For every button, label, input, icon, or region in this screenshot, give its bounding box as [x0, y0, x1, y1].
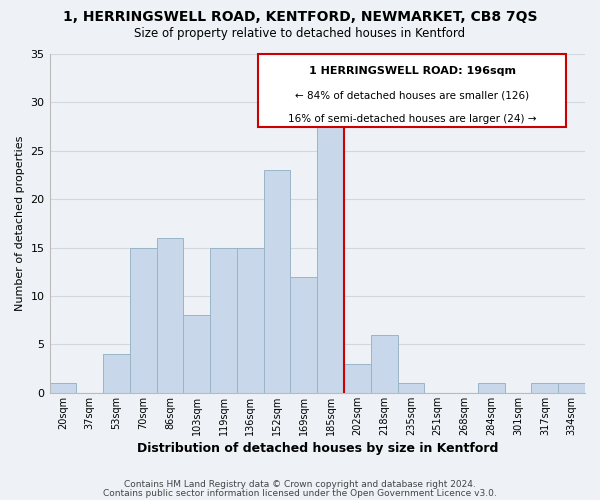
X-axis label: Distribution of detached houses by size in Kentford: Distribution of detached houses by size … [137, 442, 498, 455]
Text: 16% of semi-detached houses are larger (24) →: 16% of semi-detached houses are larger (… [288, 114, 536, 124]
Y-axis label: Number of detached properties: Number of detached properties [15, 136, 25, 311]
Bar [210, 248, 237, 393]
Bar [478, 383, 505, 393]
Text: Contains HM Land Registry data © Crown copyright and database right 2024.: Contains HM Land Registry data © Crown c… [124, 480, 476, 489]
Bar [237, 248, 264, 393]
Bar [532, 383, 558, 393]
Bar [290, 276, 317, 393]
Bar [157, 238, 184, 393]
Bar [50, 383, 76, 393]
Bar [103, 354, 130, 393]
Bar [317, 112, 344, 393]
Bar [558, 383, 585, 393]
Bar [184, 316, 210, 393]
Text: Size of property relative to detached houses in Kentford: Size of property relative to detached ho… [134, 28, 466, 40]
Text: 1 HERRINGSWELL ROAD: 196sqm: 1 HERRINGSWELL ROAD: 196sqm [309, 66, 516, 76]
Text: Contains public sector information licensed under the Open Government Licence v3: Contains public sector information licen… [103, 489, 497, 498]
Bar [344, 364, 371, 393]
Bar [130, 248, 157, 393]
Text: 1, HERRINGSWELL ROAD, KENTFORD, NEWMARKET, CB8 7QS: 1, HERRINGSWELL ROAD, KENTFORD, NEWMARKE… [63, 10, 537, 24]
Bar [398, 383, 424, 393]
FancyBboxPatch shape [259, 54, 566, 127]
Text: ← 84% of detached houses are smaller (126): ← 84% of detached houses are smaller (12… [295, 91, 529, 101]
Bar [264, 170, 290, 393]
Bar [371, 335, 398, 393]
